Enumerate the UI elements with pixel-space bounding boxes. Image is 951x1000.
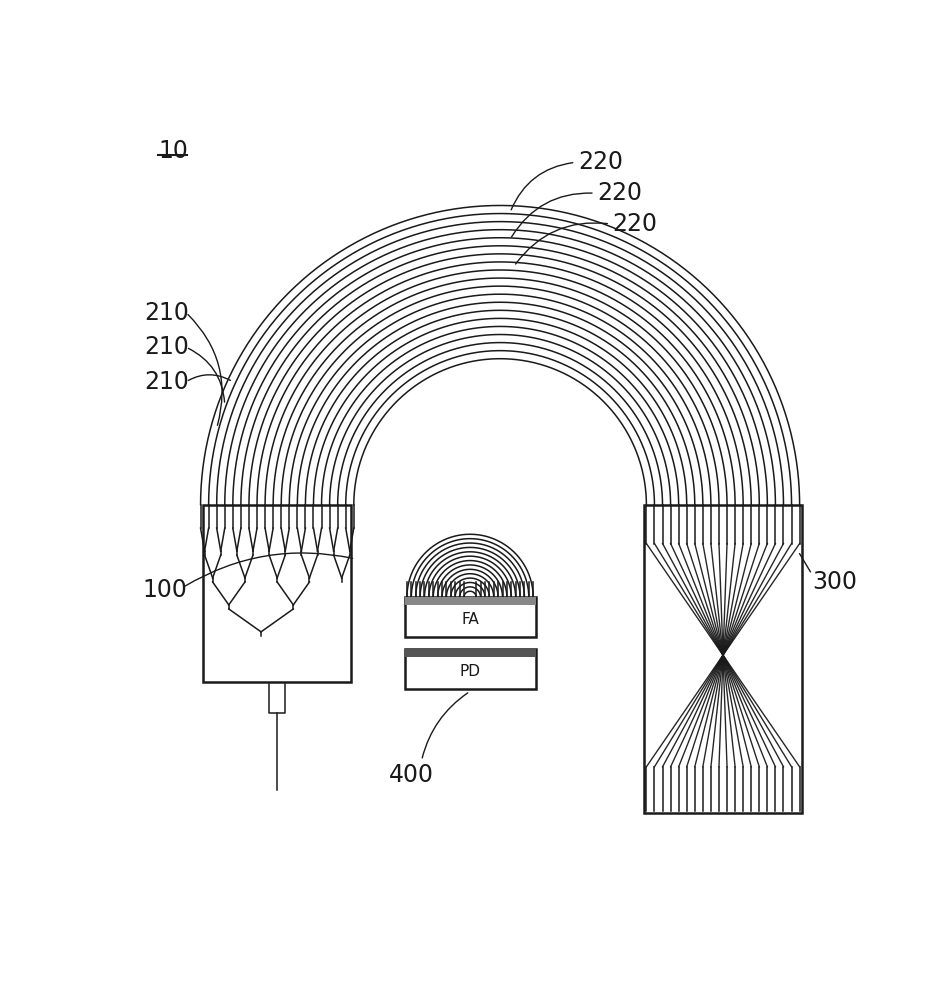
Text: 210: 210 — [145, 300, 189, 324]
Text: 10: 10 — [158, 139, 188, 163]
Text: 400: 400 — [389, 762, 435, 786]
Text: 210: 210 — [145, 370, 189, 394]
Text: PD: PD — [459, 664, 480, 679]
Bar — [404, 649, 535, 657]
Text: 300: 300 — [813, 570, 858, 594]
Bar — [644, 505, 802, 813]
Text: 220: 220 — [612, 212, 657, 236]
Bar — [203, 505, 352, 682]
Bar — [404, 597, 535, 605]
Text: 210: 210 — [145, 335, 189, 359]
Bar — [404, 597, 535, 637]
Text: 220: 220 — [578, 150, 623, 174]
Text: 100: 100 — [143, 578, 187, 602]
Text: 220: 220 — [597, 181, 642, 205]
Bar — [404, 649, 535, 689]
Text: FA: FA — [461, 612, 479, 627]
